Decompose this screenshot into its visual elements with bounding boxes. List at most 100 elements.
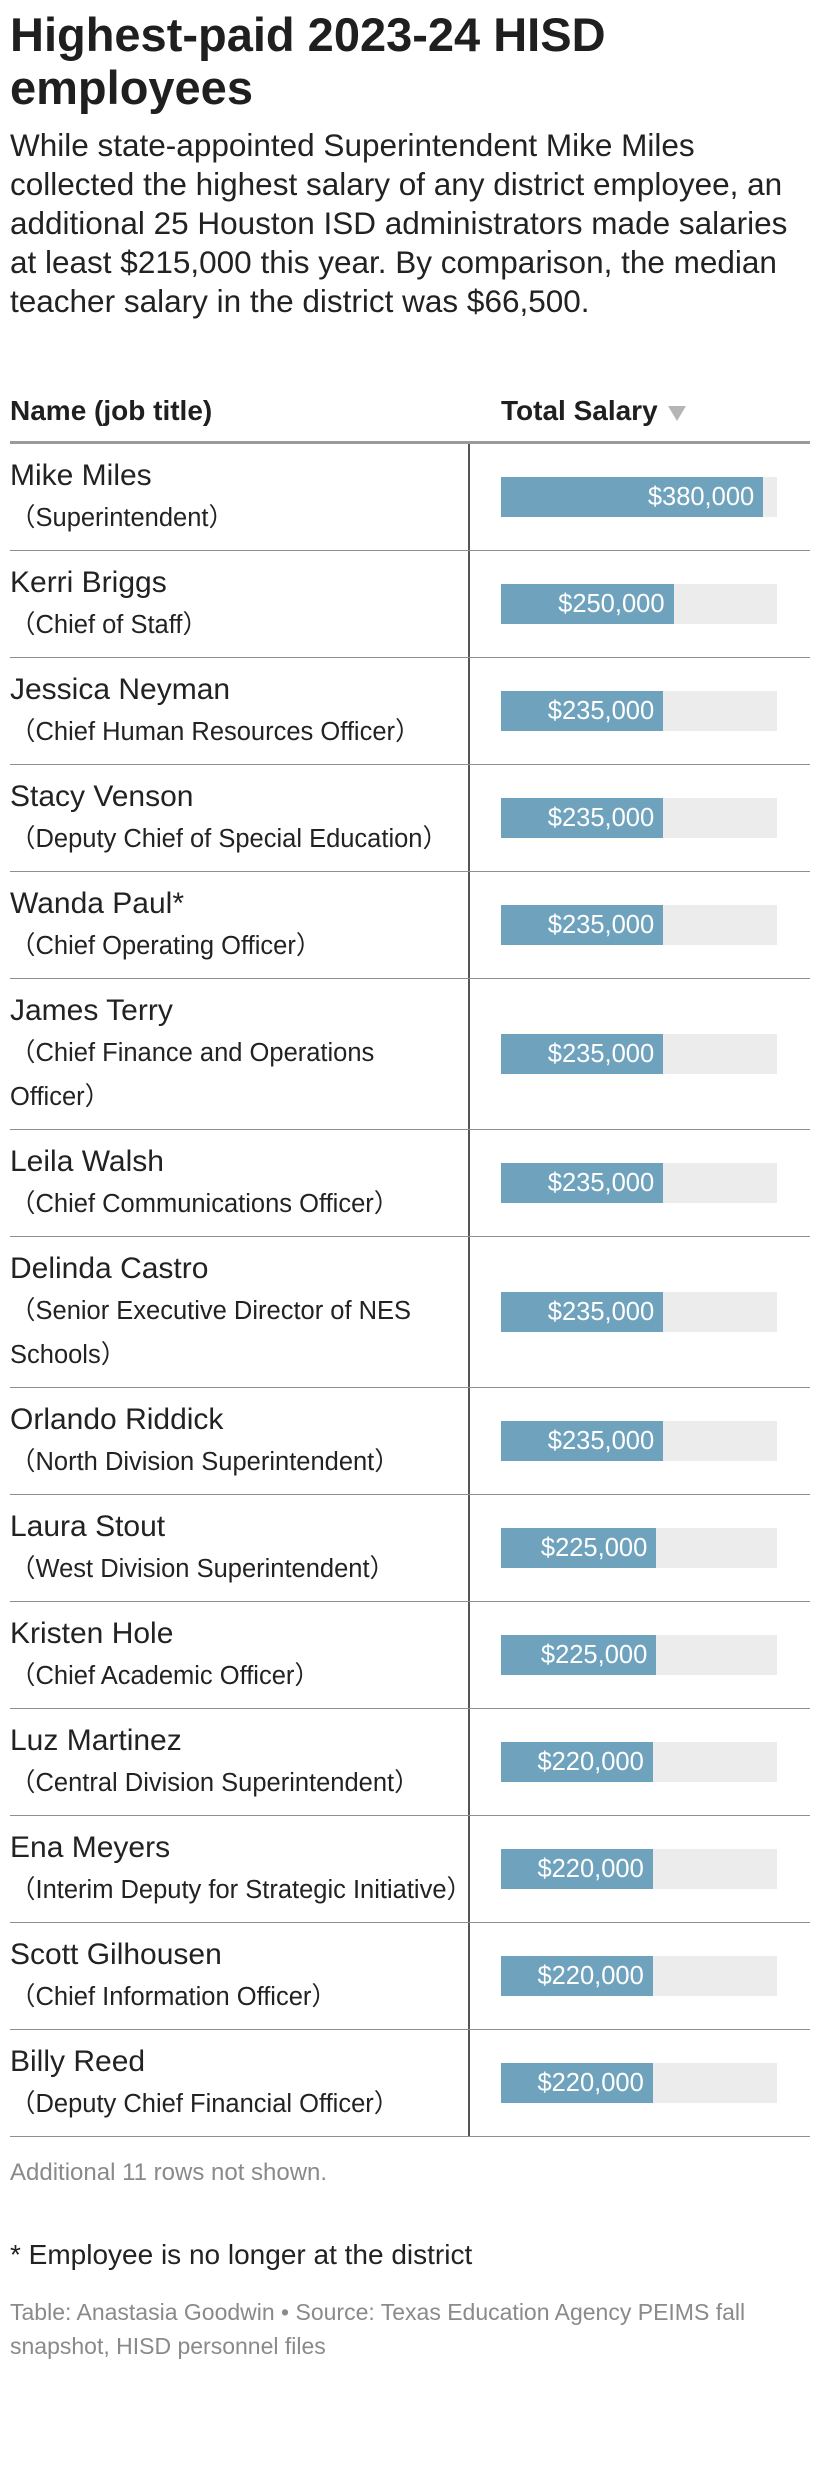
- employee-name: Kerri Briggs: [10, 566, 167, 599]
- name-cell: Ena Meyers （Interim Deputy for Strategic …: [10, 1816, 472, 1922]
- table-row: Scott Gilhousen （Chief Information Office…: [10, 1923, 810, 2030]
- employee-name: Billy Reed: [10, 2045, 146, 2078]
- salary-bar: $220,000: [501, 1849, 653, 1889]
- employee-name: Wanda Paul*: [10, 887, 184, 920]
- table-row: Luz Martinez （Central Division Superinten…: [10, 1709, 810, 1816]
- employee-name: Stacy Venson: [10, 780, 194, 813]
- chart-title: Highest-paid 2023-24 HISD employees: [10, 8, 606, 114]
- table-body: Mike Miles （Superintendent） $380,000 Kerri …: [10, 444, 810, 2137]
- salary-bar: $225,000: [501, 1528, 657, 1568]
- salary-label: $220,000: [537, 2069, 644, 2097]
- salary-bar: $235,000: [501, 691, 664, 731]
- job-title: （Central Division Superintendent）: [10, 1769, 420, 1797]
- salary-bar: $220,000: [501, 1742, 653, 1782]
- column-header-salary-label: Total Salary: [501, 395, 658, 426]
- employee-name: Kristen Hole: [10, 1617, 174, 1650]
- salary-bar: $235,000: [501, 798, 664, 838]
- salary-label: $225,000: [540, 1641, 648, 1669]
- employee-name: Scott Gilhousen: [10, 1938, 222, 1971]
- name-cell: Kerri Briggs （Chief of Staff）: [10, 551, 470, 657]
- salary-label: $235,000: [547, 911, 655, 939]
- name-cell: Jessica Neyman （Chief Human Resources Off…: [10, 658, 470, 764]
- salary-cell: $250,000: [470, 551, 810, 657]
- salary-cell: $220,000: [470, 1709, 810, 1815]
- chart-description: While state-appointed Superintendent Mik…: [10, 127, 788, 319]
- employee-name: Mike Miles: [10, 459, 152, 492]
- employee-name: Orlando Riddick: [10, 1403, 224, 1436]
- bar-track: $235,000: [501, 1163, 777, 1203]
- salary-cell: $220,000: [470, 1816, 810, 1922]
- salary-label: $220,000: [537, 1855, 644, 1883]
- salary-label: $235,000: [547, 1298, 655, 1326]
- salary-bar: $235,000: [501, 905, 664, 945]
- salary-cell: $235,000: [470, 1388, 810, 1494]
- table-row: Wanda Paul* （Chief Operating Officer） $235…: [10, 872, 810, 979]
- table-row: Leila Walsh （Chief Communications Officer…: [10, 1130, 810, 1237]
- salary-label: $380,000: [647, 483, 755, 511]
- salary-label: $225,000: [540, 1534, 648, 1562]
- bar-track: $235,000: [501, 691, 777, 731]
- job-title: （Chief Communications Officer）: [10, 1190, 400, 1218]
- column-header-salary[interactable]: Total Salary: [501, 395, 686, 427]
- salary-label: $250,000: [558, 590, 665, 618]
- table-row: Delinda Castro （Senior Executive Director…: [10, 1237, 810, 1388]
- table-row: Mike Miles （Superintendent） $380,000: [10, 444, 810, 551]
- name-cell: Kristen Hole （Chief Academic Officer）: [10, 1602, 470, 1708]
- salary-label: $220,000: [537, 1962, 644, 1990]
- salary-cell: $235,000: [470, 872, 810, 978]
- salary-cell: $235,000: [470, 765, 810, 871]
- employee-name: Jessica Neyman: [10, 673, 231, 706]
- salary-cell: $220,000: [470, 1923, 810, 2029]
- bar-track: $235,000: [501, 905, 777, 945]
- salary-bar: $220,000: [501, 2063, 653, 2103]
- job-title: （North Division Superintendent）: [10, 1448, 400, 1476]
- salary-bar: $250,000: [501, 584, 674, 624]
- rows-not-shown-note: Additional 11 rows not shown.: [10, 2159, 328, 2186]
- name-cell: James Terry （Chief Finance and Operations…: [10, 979, 470, 1129]
- salary-bar: $235,000: [501, 1292, 664, 1332]
- job-title: （Chief Information Officer）: [10, 1983, 337, 2011]
- bar-track: $380,000: [501, 477, 777, 517]
- salary-cell: $235,000: [470, 1130, 810, 1236]
- salary-bar: $235,000: [501, 1034, 664, 1074]
- salary-bar: $235,000: [501, 1163, 664, 1203]
- sort-down-icon[interactable]: [667, 405, 686, 421]
- chart-container: Highest-paid 2023-24 HISD employees Whil…: [10, 8, 810, 2359]
- salary-cell: $225,000: [470, 1495, 810, 1601]
- name-cell: Billy Reed （Deputy Chief Financial Office…: [10, 2030, 470, 2136]
- salary-cell: $235,000: [470, 979, 810, 1129]
- salary-label: $235,000: [547, 1427, 655, 1455]
- salary-cell: $220,000: [470, 2030, 810, 2136]
- bar-track: $235,000: [501, 1292, 777, 1332]
- employee-name: Leila Walsh: [10, 1145, 164, 1178]
- bar-track: $235,000: [501, 1421, 777, 1461]
- salary-label: $235,000: [547, 804, 655, 832]
- name-cell: Delinda Castro （Senior Executive Director…: [10, 1237, 470, 1387]
- table-row: Ena Meyers （Interim Deputy for Strategic …: [10, 1816, 810, 1923]
- employee-name: Laura Stout: [10, 1510, 166, 1543]
- job-title: （Deputy Chief of Special Education）: [10, 825, 448, 853]
- name-cell: Wanda Paul* （Chief Operating Officer）: [10, 872, 470, 978]
- job-title: （Senior Executive Director of NES School…: [10, 1297, 412, 1369]
- job-title: （Chief Operating Officer）: [10, 932, 322, 960]
- name-cell: Mike Miles （Superintendent）: [10, 444, 470, 550]
- salary-label: $235,000: [547, 1169, 655, 1197]
- salary-cell: $380,000: [470, 444, 810, 550]
- salary-label: $220,000: [537, 1748, 644, 1776]
- table-row: Kristen Hole （Chief Academic Officer） $225…: [10, 1602, 810, 1709]
- salary-cell: $225,000: [470, 1602, 810, 1708]
- name-cell: Leila Walsh （Chief Communications Officer…: [10, 1130, 470, 1236]
- name-cell: Laura Stout （West Division Superintendent…: [10, 1495, 470, 1601]
- bar-track: $220,000: [501, 1956, 777, 1996]
- table-row: Orlando Riddick （North Division Superinte…: [10, 1388, 810, 1495]
- employee-name: Delinda Castro: [10, 1252, 209, 1285]
- salary-cell: $235,000: [470, 658, 810, 764]
- job-title: （West Division Superintendent）: [10, 1555, 396, 1583]
- name-cell: Stacy Venson （Deputy Chief of Special Edu…: [10, 765, 470, 871]
- column-header-name[interactable]: Name (job title): [10, 395, 213, 426]
- table-row: Kerri Briggs （Chief of Staff） $250,000: [10, 551, 810, 658]
- employee-name: Luz Martinez: [10, 1724, 182, 1757]
- table-header: Name (job title) Total Salary: [10, 387, 810, 444]
- bar-track: $250,000: [501, 584, 777, 624]
- salary-bar: $220,000: [501, 1956, 653, 1996]
